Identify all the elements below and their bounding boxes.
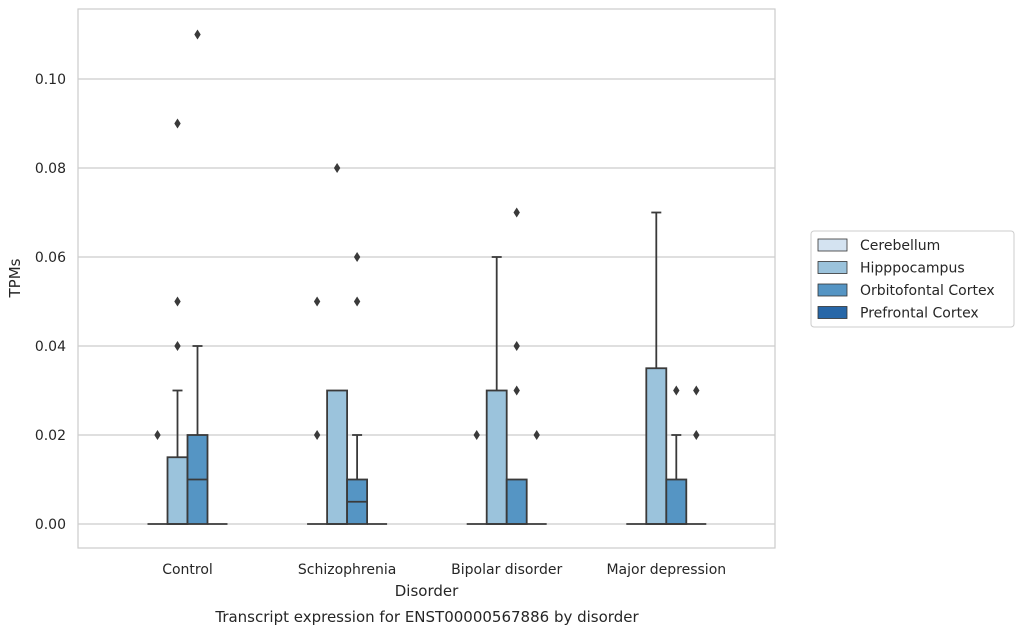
y-tick-label: 0.06 [35, 250, 66, 266]
box-group [485, 256, 508, 525]
legend-swatch [817, 238, 848, 252]
x-tick-label: Major depression [606, 562, 726, 578]
legend-label: Cerebellum [860, 238, 940, 254]
outlier-point [353, 296, 361, 307]
y-axis-ticks: 0.00 0.02 0.04 0.06 0.08 0.10 [35, 72, 66, 533]
box-group [665, 385, 688, 525]
outlier-point [174, 118, 181, 129]
outlier-point [194, 29, 201, 40]
plot-area-frame [77, 8, 776, 549]
box-group [186, 29, 209, 525]
y-tick-label: 0.04 [35, 339, 66, 355]
y-tick-label: 0.02 [35, 428, 66, 444]
box-group [346, 252, 369, 525]
box [166, 456, 189, 525]
box-group [326, 389, 349, 525]
box-group [505, 207, 528, 525]
legend-label: Orbitofontal Cortex [860, 283, 995, 299]
outlier-point [154, 430, 161, 440]
x-axis-ticks: Control Schizophrenia Bipolar disorder Majo… [162, 562, 726, 578]
x-tick-label: Schizophrenia [298, 562, 396, 578]
outlier-point [313, 296, 321, 307]
chart-caption: Transcript expression for ENST0000056788… [214, 608, 639, 626]
x-tick-label: Control [162, 562, 213, 578]
outlier-point [333, 163, 341, 173]
y-axis-title: TPMs [6, 258, 24, 298]
outlier-point [174, 341, 181, 351]
outlier-point [174, 296, 181, 307]
box-plots [147, 29, 707, 525]
y-tick-label: 0.10 [35, 72, 66, 88]
box-group [166, 118, 189, 525]
x-tick-label: Bipolar disorder [451, 562, 562, 578]
legend-swatch [817, 261, 848, 274]
outlier-point [513, 341, 520, 351]
legend-swatch [817, 283, 848, 297]
legend-swatch [817, 306, 848, 319]
extra-outliers [154, 163, 700, 440]
x-axis-title: Disorder [395, 582, 459, 600]
outlier-point [353, 252, 361, 262]
y-tick-label: 0.08 [35, 161, 66, 177]
outlier-point [533, 430, 540, 440]
legend-label: Hipppocampus [860, 261, 965, 277]
outlier-point [513, 385, 520, 396]
box [485, 389, 508, 525]
outlier-point [693, 385, 700, 396]
outlier-point [693, 430, 700, 440]
legend-frame [810, 230, 1015, 328]
legend: Cerebellum Hipppocampus Orbitofontal Corte… [810, 230, 1015, 328]
outlier-point [673, 385, 680, 396]
box [326, 389, 349, 525]
outlier-point [473, 430, 480, 440]
box [505, 478, 528, 525]
y-tick-label: 0.00 [35, 517, 66, 533]
box [645, 367, 668, 525]
outlier-point [313, 430, 321, 440]
box [665, 478, 688, 525]
legend-label: Prefrontal Cortex [860, 306, 979, 322]
box-group [645, 211, 668, 525]
outlier-point [513, 207, 520, 218]
